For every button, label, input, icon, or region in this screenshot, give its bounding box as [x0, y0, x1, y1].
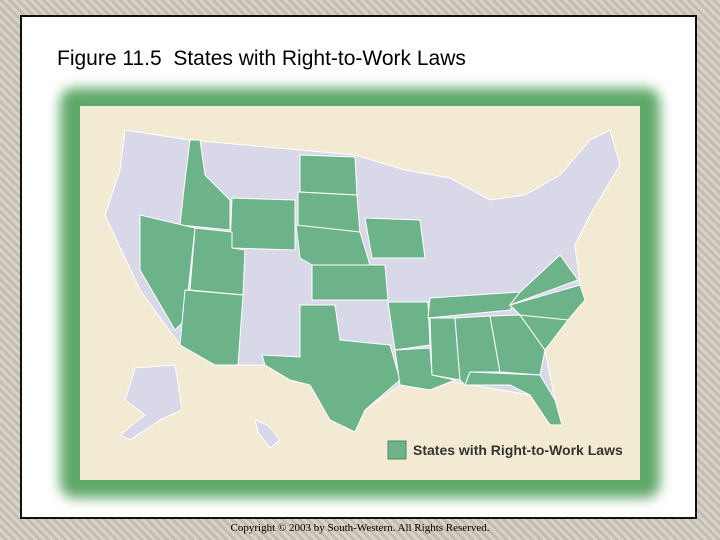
alaska: [119, 364, 183, 441]
georgia: [489, 314, 546, 376]
legend-label: States with Right-to-Work Laws: [413, 442, 623, 458]
wyoming: [229, 197, 296, 251]
arkansas: [387, 301, 431, 351]
texas: [261, 304, 401, 433]
copyright: Copyright © 2003 by South-Western. All R…: [230, 522, 490, 534]
florida: [464, 371, 563, 426]
idaho: [179, 139, 231, 231]
louisiana: [394, 347, 457, 391]
hawaii: [254, 419, 281, 449]
kansas: [311, 264, 389, 301]
legend-swatch: [387, 440, 407, 460]
virginia: [508, 254, 579, 307]
north-carolina: [509, 284, 586, 321]
iowa: [364, 217, 426, 259]
slide-title: Figure 11.5 States with Right-to-Work La…: [57, 47, 466, 70]
nevada: [139, 214, 196, 331]
north-dakota: [299, 154, 358, 196]
tennessee: [427, 291, 521, 319]
arizona: [179, 289, 244, 366]
usa-map: [104, 129, 621, 449]
